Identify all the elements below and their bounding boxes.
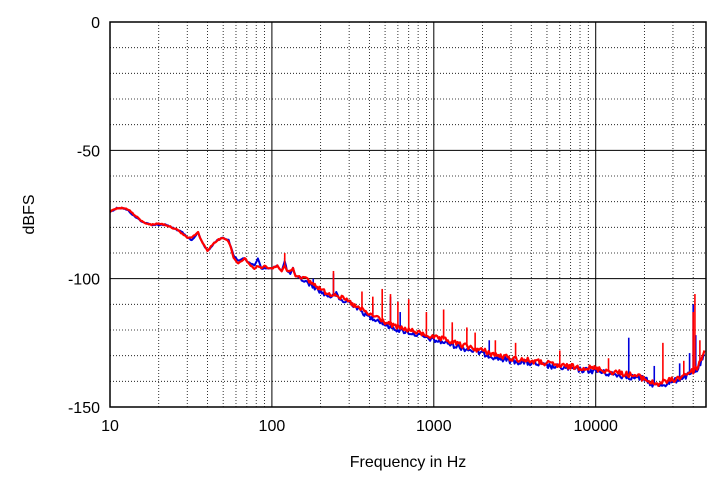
y-tick-label: -50 bbox=[77, 143, 100, 160]
x-tick-label: 10000 bbox=[573, 418, 618, 435]
x-tick-label: 1000 bbox=[416, 418, 452, 435]
minor-grid bbox=[110, 22, 706, 407]
plot-area-frame bbox=[109, 21, 707, 408]
major-grid bbox=[110, 22, 706, 407]
tick-labels: 10 100 1000 10000 0 -50 -100 -150 bbox=[68, 15, 618, 435]
x-tick-label: 10 bbox=[101, 418, 119, 435]
series-red-line bbox=[109, 206, 706, 387]
y-tick-label: 0 bbox=[91, 15, 100, 32]
y-axis-title: dBFS bbox=[21, 194, 38, 234]
y-tick-label: -150 bbox=[68, 400, 100, 417]
y-tick-label: -100 bbox=[68, 272, 100, 289]
series-layer bbox=[109, 206, 706, 388]
x-axis-title: Frequency in Hz bbox=[350, 454, 467, 471]
x-tick-label: 100 bbox=[259, 418, 286, 435]
